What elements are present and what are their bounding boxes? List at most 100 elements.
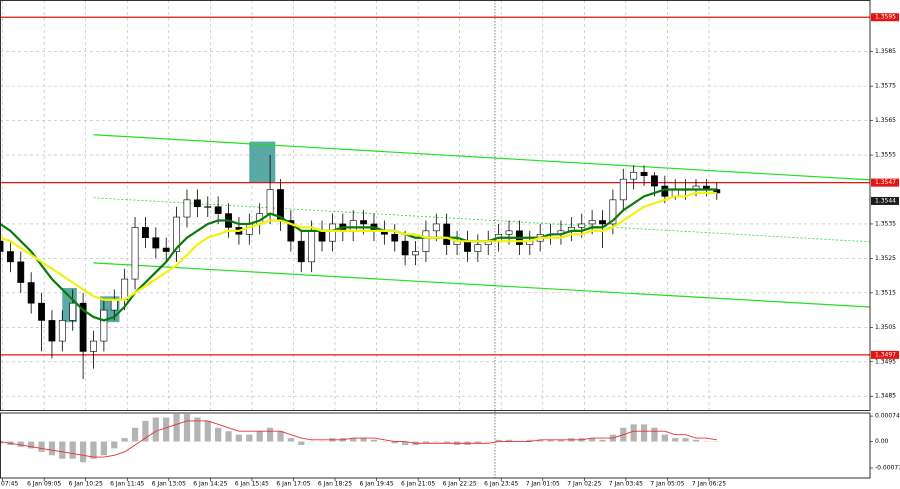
histogram-bar xyxy=(90,441,97,459)
y-tick-label: 1.3515 xyxy=(875,289,896,296)
histogram-bar xyxy=(204,420,211,442)
level-label-box xyxy=(871,13,899,22)
candle-body xyxy=(48,320,56,342)
x-tick-label: 7 Jan 03:45 xyxy=(609,481,643,488)
candle-body xyxy=(266,189,274,214)
level-label: 1.3497 xyxy=(875,351,896,358)
y-tick-label: 1.3525 xyxy=(875,255,896,262)
y-tick-label: -0.00077 xyxy=(875,465,900,472)
candle-body xyxy=(412,251,419,256)
histogram-bar xyxy=(526,439,533,442)
candle-body xyxy=(297,240,305,263)
candle-body xyxy=(640,171,648,177)
histogram-bar xyxy=(48,441,56,456)
histogram-bar xyxy=(640,424,648,442)
y-tick-label: 1.3575 xyxy=(875,83,896,90)
histogram-bar xyxy=(651,427,658,442)
x-tick-label: 6 Jan 14:25 xyxy=(193,481,227,488)
y-tick-label: 0.00074 xyxy=(875,413,900,420)
candle-body xyxy=(131,227,139,280)
histogram-bar xyxy=(391,441,398,444)
x-tick-label: 6 Jan 21:05 xyxy=(401,481,435,488)
histogram-bar xyxy=(402,441,409,445)
histogram-bar xyxy=(79,441,87,463)
candle-body xyxy=(432,223,440,232)
x-tick-label: 6 Jan 18:25 xyxy=(318,481,352,488)
candle-body xyxy=(619,178,627,201)
candle-body xyxy=(152,237,160,249)
candle-body xyxy=(588,220,596,225)
histogram-bar xyxy=(59,441,66,459)
histogram-bar xyxy=(589,438,596,442)
histogram-bar xyxy=(505,439,513,442)
x-tick-label: 6 Jan 17:05 xyxy=(276,481,310,488)
histogram-bar xyxy=(370,439,378,442)
x-tick-label: 07:45 xyxy=(1,481,18,488)
candle-body xyxy=(183,199,191,218)
candle-body xyxy=(349,220,357,232)
candle-body xyxy=(204,206,212,208)
candle-body xyxy=(110,299,118,311)
y-tick-label: 1.3485 xyxy=(875,393,896,400)
candle-body xyxy=(329,223,336,242)
candle-body xyxy=(360,220,367,225)
histogram-bar xyxy=(495,439,502,442)
macd-panel: 07:45 6 Jan 09:05 6 Jan 10:25 6 Jan 11:45 6 … xyxy=(0,413,900,488)
histogram-bar xyxy=(287,438,294,442)
level-label-box xyxy=(871,178,899,187)
histogram-bar xyxy=(277,431,284,442)
candle-body xyxy=(38,302,45,321)
histogram-bar xyxy=(69,441,76,459)
candle-body xyxy=(599,220,606,225)
histogram-bar xyxy=(152,417,159,442)
x-tick-label: 6 Jan 23:45 xyxy=(484,481,518,488)
signal-line xyxy=(0,420,717,458)
moving-average xyxy=(0,188,717,322)
histogram-bar xyxy=(38,441,45,452)
histogram-bar xyxy=(225,431,232,442)
trend-line xyxy=(93,197,871,243)
histogram-bar xyxy=(194,417,201,442)
x-tick-label: 7 Jan 05:05 xyxy=(650,481,684,488)
y-tick-label: 1.3495 xyxy=(875,358,896,365)
histogram-bar xyxy=(692,439,700,442)
histogram-bar xyxy=(547,439,554,442)
histogram-bar xyxy=(474,441,481,444)
histogram-bar xyxy=(682,438,689,442)
macd-frame xyxy=(0,412,871,479)
histogram-bar xyxy=(360,438,367,442)
candle-body xyxy=(391,233,399,242)
y-tick-label: 1.3505 xyxy=(875,324,896,331)
x-tick-label: 6 Jan 11:45 xyxy=(110,481,144,488)
x-tick-label: 6 Jan 09:05 xyxy=(27,481,61,488)
candle-body xyxy=(58,320,66,342)
y-tick-label: 0.00 xyxy=(875,438,889,445)
x-tick-label: 6 Jan 13:05 xyxy=(152,481,186,488)
candle-body xyxy=(443,223,451,245)
candle-body xyxy=(464,240,471,252)
candle-body xyxy=(100,309,108,342)
histogram-bar xyxy=(537,439,544,442)
level-label: 1.3595 xyxy=(875,14,896,21)
histogram-bar xyxy=(111,441,118,449)
moving-average xyxy=(0,191,717,301)
histogram-bar xyxy=(121,438,128,442)
candle-body xyxy=(79,302,87,352)
y-tick-label: 1.3565 xyxy=(875,117,896,124)
histogram-bar xyxy=(350,438,357,442)
y-tick-label: 1.3585 xyxy=(875,48,896,55)
histogram-bar xyxy=(266,427,274,442)
candle-body xyxy=(318,230,326,242)
candle-body xyxy=(121,278,129,301)
histogram-bar xyxy=(599,439,606,442)
level-label: 1.3547 xyxy=(875,179,896,186)
last-price-label: 1.3544 xyxy=(875,197,896,204)
candle-body xyxy=(173,216,181,252)
candle-body xyxy=(6,251,14,263)
candle-body xyxy=(505,230,513,235)
candle-body xyxy=(142,227,149,239)
candle-body xyxy=(630,171,638,180)
histogram-bar xyxy=(173,414,180,442)
histogram-bar xyxy=(557,439,565,442)
